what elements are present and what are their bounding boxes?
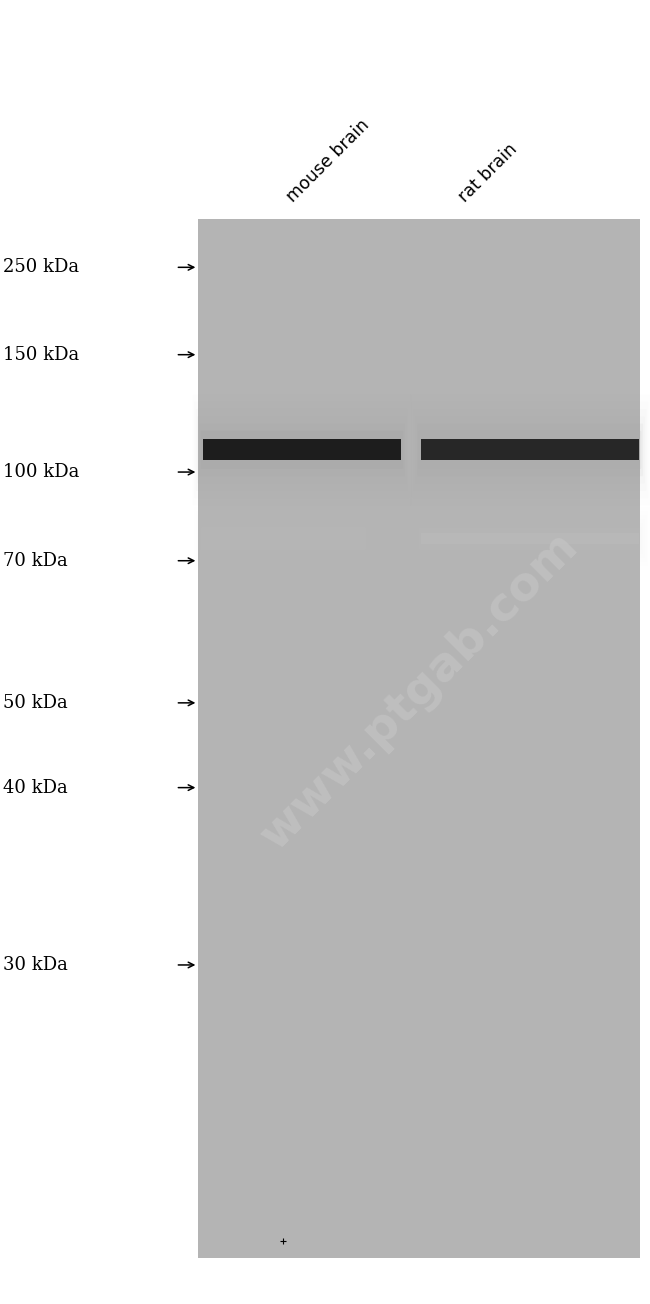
FancyBboxPatch shape	[419, 430, 642, 469]
FancyBboxPatch shape	[417, 424, 643, 476]
Bar	[203, 439, 401, 460]
Bar	[421, 439, 639, 460]
Bar	[203, 532, 364, 545]
Bar	[421, 532, 639, 545]
Text: 250 kDa: 250 kDa	[3, 258, 79, 276]
Text: mouse brain: mouse brain	[283, 116, 373, 206]
Text: 40 kDa: 40 kDa	[3, 778, 68, 797]
Text: www.ptgab.com: www.ptgab.com	[252, 523, 587, 859]
Text: 50 kDa: 50 kDa	[3, 694, 68, 712]
FancyBboxPatch shape	[199, 424, 405, 476]
Text: 70 kDa: 70 kDa	[3, 552, 68, 570]
FancyBboxPatch shape	[201, 430, 403, 469]
Text: 100 kDa: 100 kDa	[3, 463, 79, 481]
Text: rat brain: rat brain	[455, 141, 521, 206]
Text: 30 kDa: 30 kDa	[3, 956, 68, 974]
Bar	[198, 219, 640, 1258]
Text: 150 kDa: 150 kDa	[3, 346, 79, 364]
